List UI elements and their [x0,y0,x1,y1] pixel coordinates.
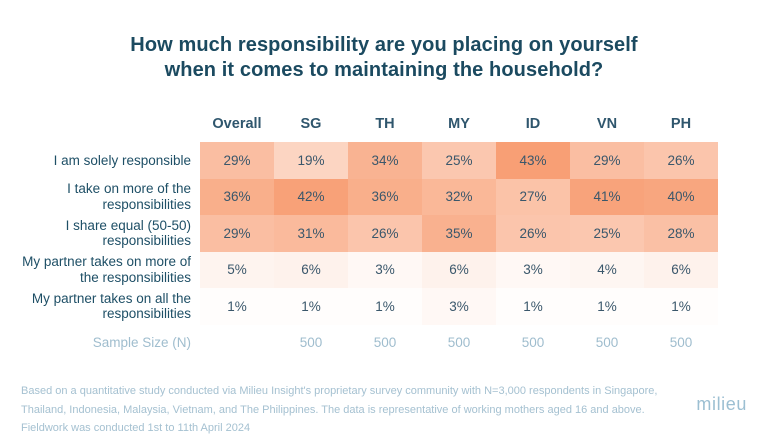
heatmap-row: I take on more of the responsibilities 36… [0,178,727,216]
row-label: My partner takes on more of the responsi… [0,252,200,289]
heatmap-cell: 35% [422,215,496,252]
row-label: I share equal (50-50) responsibilities [0,215,200,252]
chart-title-line-2: when it comes to maintaining the househo… [164,59,604,81]
sample-size-value: 500 [373,335,397,350]
heatmap-cell: 6% [422,251,496,288]
heatmap-cell: 29% [200,215,274,252]
column-header-id: ID [525,115,541,132]
chart-title-line-1: How much responsibility are you placing … [130,34,638,56]
heatmap-row: My partner takes on more of the responsi… [0,251,727,289]
heatmap-row: I share equal (50-50) responsibilities 29… [0,215,727,252]
column-header-sg: SG [300,115,322,132]
chart-title: How much responsibility are you placing … [0,33,768,83]
heatmap-cell: 3% [496,251,570,288]
milieu-logo: milieu [696,394,747,414]
heatmap-cell: 34% [348,142,422,179]
sample-size-row: Sample Size (N) 500 500 500 500 500 500 [0,325,727,361]
heatmap-cell: 42% [274,178,348,215]
heatmap-cell: 27% [496,178,570,215]
sample-size-value: 500 [595,335,619,350]
row-label: I am solely responsible [0,142,200,179]
heatmap-cell: 26% [644,142,718,179]
row-label: I take on more of the responsibilities [0,179,200,216]
row-label-text: I am solely responsible [53,152,191,168]
heatmap-header-spacer [0,105,200,142]
sample-size-label-text: Sample Size (N) [92,334,191,350]
heatmap-cell: 3% [422,288,496,325]
heatmap-cell: 25% [570,215,644,252]
footnote-line-3: Fieldwork was conducted 1st to 11th Apri… [21,422,251,434]
heatmap-row: I am solely responsible 29% 19% 34% 25% 43% 29… [0,142,727,179]
sample-size-value [200,325,274,361]
heatmap-cell: 36% [200,178,274,215]
row-label-text: I take on more of the responsibilities [67,181,191,212]
column-header-vn: VN [596,115,618,132]
heatmap-cell: 41% [570,178,644,215]
heatmap-cell: 32% [422,178,496,215]
heatmap-cell: 3% [348,251,422,288]
sample-size-label: Sample Size (N) [0,325,200,361]
heatmap-cell: 40% [644,178,718,215]
heatmap-cell: 29% [570,142,644,179]
heatmap-cell: 5% [200,251,274,288]
column-header-my: MY [448,115,470,132]
sample-size-value: 500 [669,335,693,350]
footnote: Based on a quantitative study conducted … [21,382,671,438]
heatmap-cell: 25% [422,142,496,179]
heatmap-cell: 28% [644,215,718,252]
row-label: My partner takes on all the responsibili… [0,288,200,325]
heatmap-cell: 1% [348,288,422,325]
heatmap-header-row: Overall SG TH MY ID VN PH [0,105,727,142]
heatmap-cell: 1% [644,288,718,325]
heatmap-cell: 1% [274,288,348,325]
heatmap-cell: 43% [496,142,570,179]
heatmap-table: Overall SG TH MY ID VN PH I am solely responsib… [0,105,727,361]
heatmap-cell: 6% [274,251,348,288]
column-header-th: TH [375,115,395,132]
heatmap-cell: 26% [348,215,422,252]
row-label-text: My partner takes on all the responsibili… [31,290,191,322]
heatmap-cell: 36% [348,178,422,215]
sample-size-value: 500 [299,335,323,350]
sample-size-value: 500 [521,335,545,350]
footnote-line-2: Thailand, Indonesia, Malaysia, Vietnam, … [21,403,645,416]
sample-size-value: 500 [447,335,471,350]
footnote-line-1: Based on a quantitative study conducted … [21,385,658,397]
heatmap-cell: 1% [496,288,570,325]
heatmap-cell: 19% [274,142,348,179]
heatmap-cell: 31% [274,215,348,252]
heatmap-row: My partner takes on all the responsibili… [0,288,727,325]
column-header-overall: Overall [212,115,262,132]
heatmap-cell: 6% [644,251,718,288]
heatmap-cell: 4% [570,251,644,288]
heatmap-cell: 26% [496,215,570,252]
heatmap-cell: 29% [200,142,274,179]
heatmap-cell: 1% [570,288,644,325]
heatmap-cell: 1% [200,288,274,325]
row-label-text: My partner takes on more of the responsi… [22,254,191,285]
column-header-ph: PH [670,115,692,132]
row-label-text: I share equal (50-50) responsibilities [65,217,191,249]
